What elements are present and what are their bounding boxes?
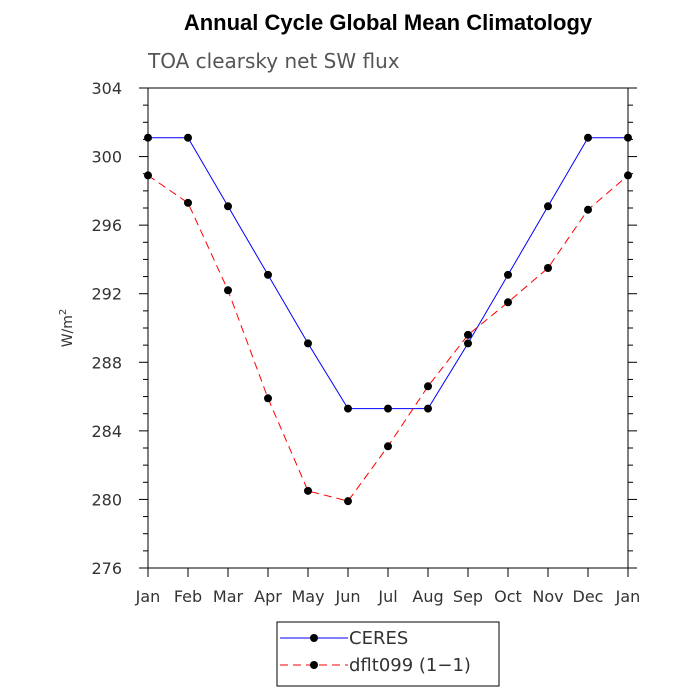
data-point-1 [144, 171, 152, 180]
data-point-1 [304, 486, 312, 495]
y-tick-label: 300 [91, 148, 122, 167]
data-point-1 [504, 298, 512, 307]
series-line-0 [148, 137, 628, 410]
y-tick-label: 292 [91, 285, 122, 304]
x-tick-label: Apr [254, 587, 282, 606]
data-point-1 [424, 382, 432, 391]
legend-items: CERES dflt099 (1−1) [280, 628, 471, 676]
y-axis-label-superscript: 2 [58, 309, 69, 315]
x-tick-label: Mar [213, 587, 244, 606]
chart-subtitle: TOA clearsky net SW flux [147, 49, 400, 73]
y-tick-label: 304 [91, 79, 122, 98]
legend-box [276, 621, 500, 687]
x-tick-label: Jan [615, 587, 641, 606]
chart-title: Annual Cycle Global Mean Climatology [184, 10, 593, 35]
data-point-1 [464, 330, 472, 339]
data-point-0 [384, 404, 392, 413]
data-point-1 [624, 171, 632, 180]
data-point-1 [384, 442, 392, 451]
x-tick-label: Jan [135, 587, 161, 606]
data-point-0 [304, 339, 312, 348]
data-point-0 [424, 404, 432, 413]
data-point-1 [184, 198, 192, 207]
data-point-0 [144, 133, 152, 142]
y-tick-label: 296 [91, 216, 122, 235]
x-tick-label: May [291, 587, 324, 606]
x-tick-label: Oct [494, 587, 522, 606]
legend-marker-0 [310, 634, 318, 642]
data-point-1 [224, 286, 232, 295]
data-point-1 [584, 205, 592, 214]
data-point-0 [184, 133, 192, 142]
data-point-0 [344, 404, 352, 413]
x-tick-label: Nov [532, 587, 563, 606]
legend: CERES dflt099 (1−1) [276, 621, 500, 687]
series-line-1 [147, 174, 629, 502]
data-point-0 [584, 133, 592, 142]
legend-marker-1 [310, 661, 318, 669]
y-axis-label-base: W/m [60, 315, 76, 347]
data-point-0 [544, 202, 552, 211]
x-axis: Jan Feb Mar Apr May Jun Jul Aug Sep Oct Nov Dec Jan [135, 568, 641, 606]
y-axis-label: W/m2 [58, 309, 76, 348]
legend-label-1: dflt099 (1−1) [349, 655, 471, 676]
series-markers [144, 133, 632, 506]
data-point-1 [264, 394, 272, 403]
x-tick-label: Dec [573, 587, 604, 606]
data-point-1 [344, 497, 352, 506]
data-point-1 [544, 264, 552, 272]
data-point-0 [264, 270, 272, 279]
data-point-0 [624, 133, 632, 142]
data-point-0 [464, 339, 472, 348]
x-tick-label: Sep [453, 587, 483, 606]
data-point-0 [224, 202, 232, 211]
x-tick-label: Jul [377, 587, 397, 606]
plot-area: 276 280 284 288 292 296 300 304 Jan Feb Mar Apr May… [91, 79, 640, 606]
x-tick-label: Feb [174, 587, 202, 606]
legend-label-0: CERES [349, 628, 408, 649]
x-tick-label: Aug [412, 587, 443, 606]
y-tick-label: 276 [91, 559, 122, 578]
y-tick-label: 284 [91, 422, 122, 441]
data-point-0 [504, 270, 512, 279]
x-tick-label: Jun [335, 587, 361, 606]
y-tick-label: 288 [91, 353, 122, 372]
plot-frame [147, 87, 629, 569]
y-axis: 276 280 284 288 292 296 300 304 [91, 79, 637, 578]
y-tick-label: 280 [91, 490, 122, 509]
